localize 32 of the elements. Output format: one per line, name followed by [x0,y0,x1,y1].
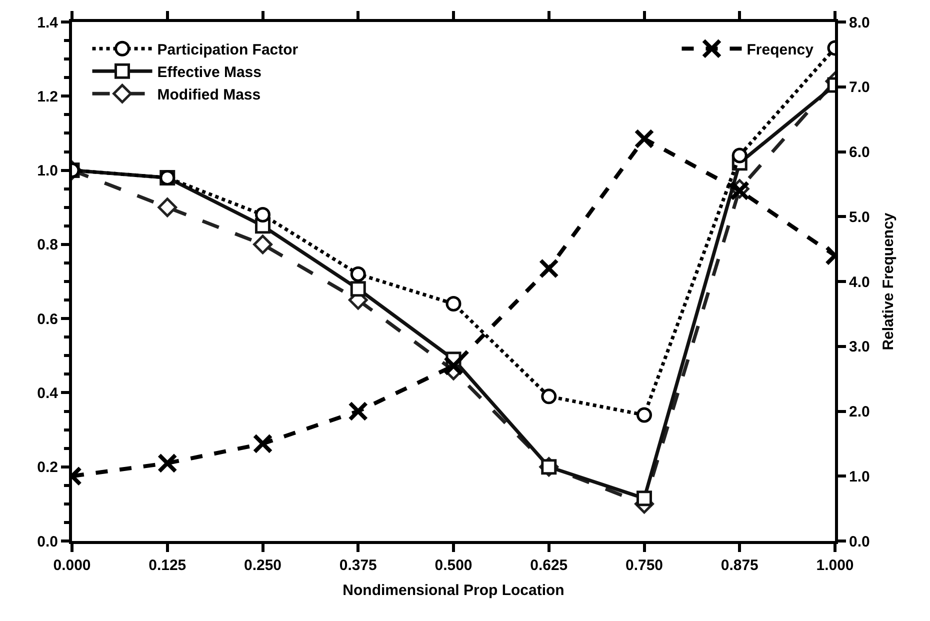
y2-tick-label: 4.0 [849,274,870,291]
y-tick-label: 0.2 [37,459,58,476]
y2-tick-label: 7.0 [849,79,870,96]
x-tick-label: 1.000 [816,557,854,574]
y2-tick-label: 2.0 [849,404,870,420]
y-tick-label: 0.4 [37,384,59,402]
x-tick-label: 0.375 [339,557,377,574]
legend-label: Freqency [746,41,814,58]
y2-tick-label: 5.0 [849,208,870,226]
y-tick-label: 0.8 [37,236,58,254]
y2-tick-label: 6.0 [849,144,870,161]
y2-tick-label: 8.0 [849,14,870,32]
y2-tick-label: 0.0 [849,533,870,550]
y-tick-label: 0.6 [37,310,58,328]
legend-label: Participation Factor [157,41,298,58]
x-tick-label: 0.500 [434,557,472,574]
x-tick-label: 0.625 [530,557,568,574]
y2-tick-label: 3.0 [849,338,870,356]
legend-label: Effective Mass [157,64,262,81]
y2-axis-title: Relative Frequency [880,212,897,350]
y-tick-label: 1.4 [37,14,59,32]
y-tick-label: 1.2 [37,88,58,106]
y-tick-label: 1.0 [37,162,58,180]
x-tick-label: 0.000 [53,557,91,574]
x-axis-title: Nondimensional Prop Location [342,582,564,599]
y2-tick-label: 1.0 [849,468,870,486]
legend-label: Modified Mass [157,86,261,104]
x-tick-label: 0.875 [720,557,758,574]
x-tick-label: 0.750 [625,557,664,574]
y-tick-label: 0.0 [37,533,58,550]
x-tick-label: 0.250 [244,557,282,574]
x-tick-label: 0.125 [148,557,186,574]
